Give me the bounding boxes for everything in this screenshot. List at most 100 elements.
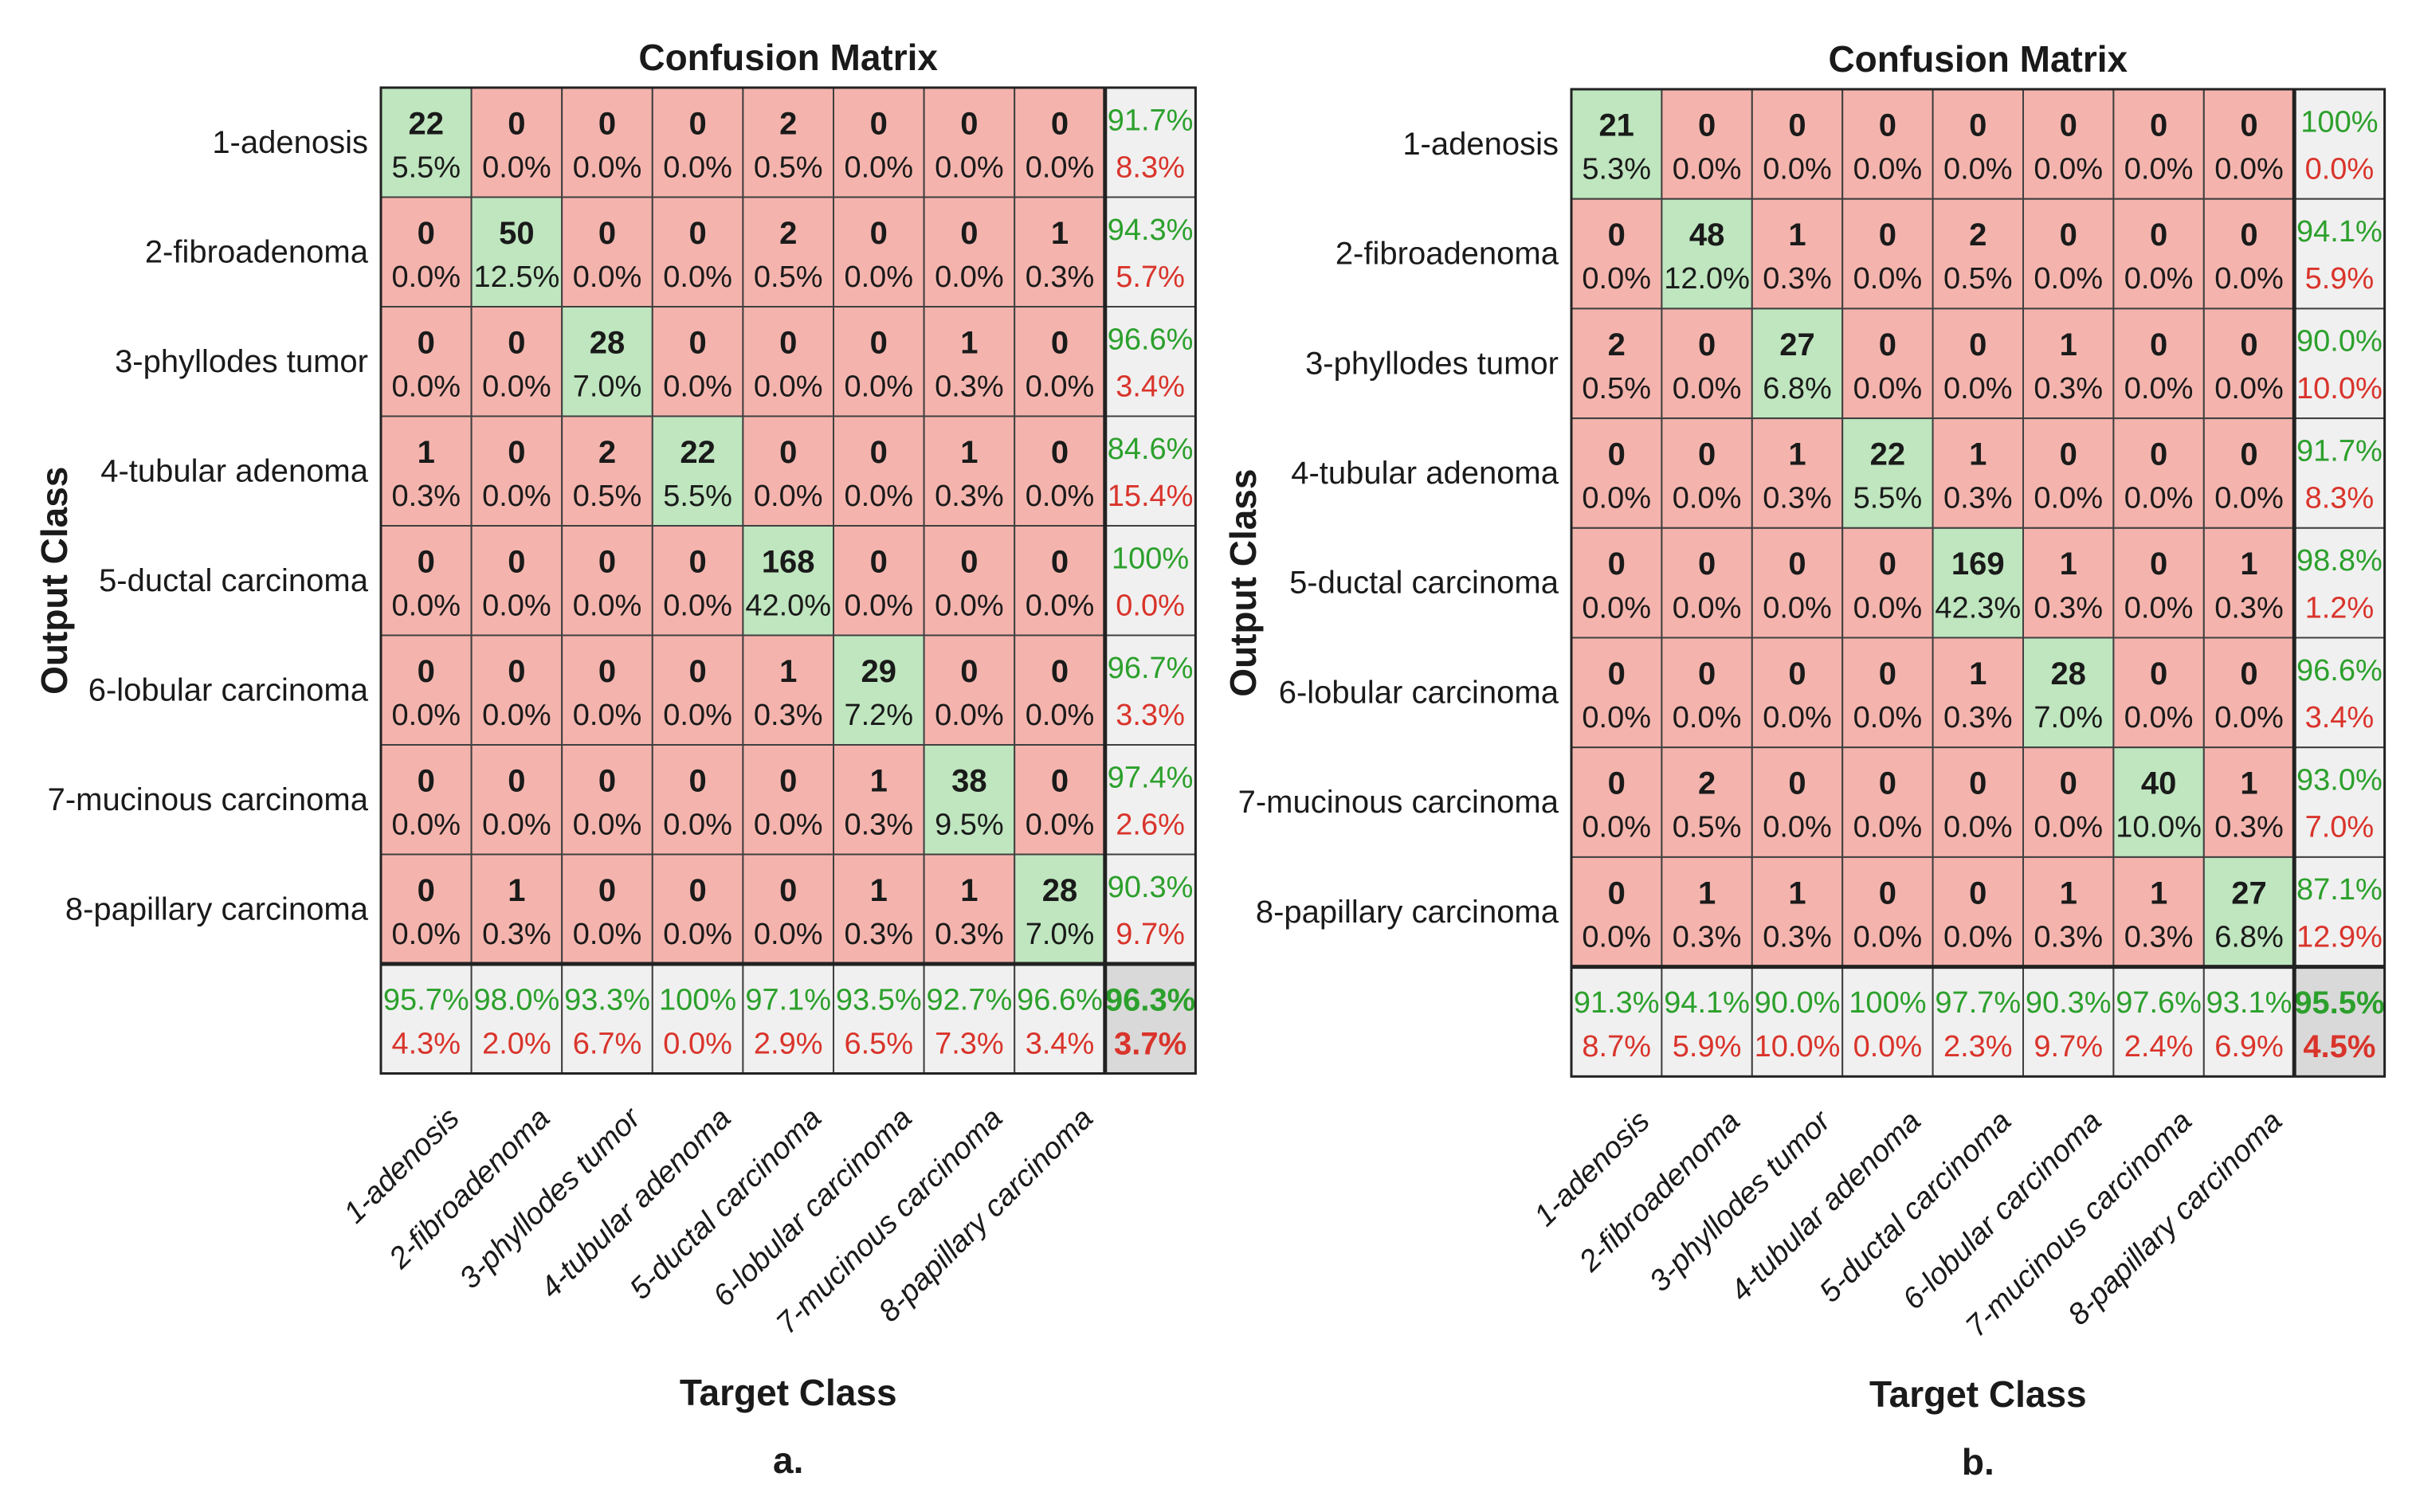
cell-count: 1	[870, 873, 888, 908]
cell-count: 1	[2060, 875, 2077, 911]
cell-percent: 0.3%	[935, 370, 1004, 403]
matrix-cell: 28 7.0%	[2022, 637, 2115, 749]
cell-count: 0	[688, 216, 706, 251]
cell-count: 0	[1879, 108, 1896, 143]
row-error: 0.0%	[1116, 589, 1185, 622]
col-summary-cell: 98.0% 2.0%	[470, 963, 563, 1075]
matrix-cell: 0 0.0%	[1661, 88, 1753, 200]
cell-percent: 0.0%	[1582, 811, 1651, 844]
cell-count: 1	[508, 873, 525, 908]
col-error: 3.4%	[1026, 1027, 1095, 1060]
row-error: 15.4%	[1108, 480, 1194, 513]
cell-count: 1	[2060, 546, 2077, 582]
row-precision: 93.0%	[2296, 764, 2383, 797]
matrix-cell: 0 0.0%	[2202, 307, 2296, 420]
matrix-cell: 1 0.3%	[2022, 856, 2115, 968]
cell-percent: 0.0%	[1943, 153, 2013, 186]
cell-count: 50	[499, 216, 535, 251]
matrix-cell: 0 0.0%	[651, 525, 744, 637]
cell-count: 169	[1951, 546, 2005, 582]
matrix-cell: 0 0.0%	[1841, 527, 1934, 639]
row-error: 9.7%	[1116, 918, 1185, 951]
cell-count: 0	[1051, 325, 1069, 360]
row-precision: 90.0%	[2296, 325, 2383, 358]
cell-count: 1	[960, 873, 978, 908]
cell-percent: 0.0%	[754, 918, 823, 951]
cell-percent: 0.0%	[2214, 153, 2284, 186]
cell-percent: 0.0%	[1026, 151, 1095, 184]
cell-count: 0	[1879, 875, 1896, 911]
cell-count: 0	[779, 325, 797, 360]
matrix-cell-bg	[742, 634, 835, 746]
cell-count: 0	[2060, 108, 2077, 143]
cell-percent: 0.0%	[1026, 808, 1095, 841]
cell-percent: 0.0%	[663, 589, 732, 622]
cell-count: 0	[1608, 766, 1626, 801]
cell-percent: 0.0%	[844, 480, 913, 513]
cell-count: 0	[1698, 108, 1716, 143]
total-accuracy-cell: 96.3% 3.7%	[1104, 963, 1197, 1075]
row-precision: 96.6%	[2296, 654, 2383, 687]
matrix-cell: 27 6.8%	[1751, 307, 1844, 420]
col-error: 0.0%	[663, 1027, 732, 1060]
matrix-cell: 0 0.0%	[1751, 527, 1844, 639]
matrix-cell: 0 0.0%	[1751, 746, 1844, 858]
matrix-cell-bg	[561, 196, 653, 307]
row-summary-cell: 91.7% 8.3%	[1104, 87, 1197, 198]
matrix-cell-bg	[833, 634, 925, 746]
col-summary-bg	[1932, 966, 2025, 1078]
matrix-cell-bg	[1932, 198, 2025, 310]
col-error: 4.3%	[391, 1027, 461, 1060]
cell-percent: 0.0%	[391, 589, 461, 622]
cell-percent: 0.3%	[844, 808, 913, 841]
cell-percent: 0.0%	[754, 808, 823, 841]
cell-count: 0	[688, 763, 706, 798]
total-accuracy: 96.3%	[1105, 982, 1195, 1017]
cell-percent: 0.0%	[1673, 153, 1742, 186]
cell-count: 28	[590, 325, 626, 360]
matrix-cell-bg	[923, 853, 1016, 965]
cell-percent: 0.0%	[1026, 370, 1095, 403]
row-tick-label: 5-ductal carcinoma	[99, 563, 369, 598]
cell-count: 1	[779, 654, 797, 689]
matrix-cell-bg	[651, 415, 744, 527]
cell-percent: 0.3%	[1026, 260, 1095, 294]
matrix-cell: 0 0.0%	[380, 306, 473, 417]
panel-caption: b.	[1962, 1441, 1994, 1483]
matrix-cell: 0 0.0%	[2112, 198, 2205, 310]
matrix-cell: 2 0.5%	[1661, 746, 1753, 858]
matrix-cell-bg	[2022, 637, 2115, 749]
matrix-cell: 169 42.3%	[1932, 527, 2025, 639]
cell-percent: 0.0%	[663, 918, 732, 951]
cell-count: 1	[2150, 875, 2167, 911]
cell-count: 0	[2150, 437, 2167, 472]
row-summary-bg	[1104, 306, 1197, 417]
cell-percent: 0.3%	[844, 918, 913, 951]
matrix-cell: 0 0.0%	[470, 415, 563, 527]
matrix-cell-bg	[651, 853, 744, 965]
cell-count: 0	[1698, 656, 1716, 691]
cell-percent: 0.0%	[844, 260, 913, 294]
matrix-cell: 0 0.0%	[1751, 88, 1844, 200]
col-recall: 93.3%	[564, 983, 650, 1016]
matrix-cell: 0 0.0%	[1932, 88, 2025, 200]
matrix-cell-bg	[1661, 198, 1753, 310]
matrix-cell: 0 0.0%	[1571, 417, 1663, 529]
matrix-cell-bg	[380, 196, 473, 307]
cell-percent: 7.2%	[844, 699, 913, 732]
cell-percent: 0.0%	[1582, 591, 1651, 625]
col-summary-bg	[742, 963, 835, 1075]
cell-count: 0	[960, 216, 978, 251]
matrix-cell: 2 0.5%	[1932, 198, 2025, 310]
cell-count: 1	[870, 763, 888, 798]
cell-percent: 0.0%	[1943, 920, 2013, 954]
matrix-cell: 0 0.0%	[833, 415, 925, 527]
matrix-cell: 1 0.3%	[1751, 198, 1844, 310]
row-precision: 97.4%	[1108, 761, 1194, 794]
row-tick-label: 3-phyllodes tumor	[1305, 346, 1559, 381]
cell-count: 1	[1788, 217, 1806, 253]
col-summary-bg	[380, 963, 473, 1075]
matrix-cell-bg	[2112, 527, 2205, 639]
col-tick-label: 2-fibroadenoma	[1572, 1105, 1747, 1279]
cell-count: 0	[1788, 108, 1806, 143]
